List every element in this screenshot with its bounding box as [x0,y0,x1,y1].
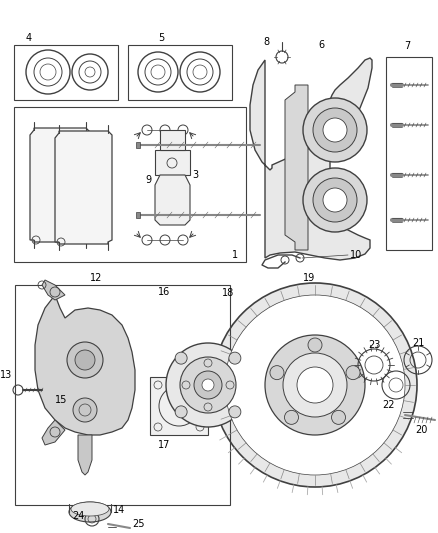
Text: 3: 3 [192,170,198,180]
Circle shape [180,357,236,413]
Circle shape [313,108,357,152]
Text: 22: 22 [382,400,395,410]
Polygon shape [250,58,372,260]
Text: 18: 18 [222,288,234,298]
Circle shape [270,366,284,379]
Bar [14,107,246,262]
Polygon shape [285,85,308,250]
Circle shape [194,371,222,399]
Polygon shape [30,128,90,242]
Bar [150,377,208,435]
Circle shape [166,343,250,427]
Polygon shape [155,175,190,225]
Circle shape [346,366,360,379]
Circle shape [283,353,347,417]
Circle shape [175,352,187,364]
Circle shape [323,118,347,142]
Bar [14,45,118,100]
Circle shape [303,98,367,162]
Text: 14: 14 [113,505,125,515]
Text: 24: 24 [72,511,85,521]
Text: 9: 9 [145,175,151,185]
Text: 15: 15 [55,395,67,405]
Text: 7: 7 [404,41,410,51]
Ellipse shape [69,502,111,522]
Polygon shape [136,142,140,148]
Polygon shape [55,131,112,244]
Circle shape [75,350,95,370]
Text: 17: 17 [158,440,170,450]
Text: 21: 21 [412,338,424,348]
Circle shape [175,406,187,418]
Text: 12: 12 [90,273,102,283]
Circle shape [323,188,347,212]
Circle shape [229,406,241,418]
Bar [316,204,334,218]
Polygon shape [78,435,92,475]
Text: 20: 20 [415,425,427,435]
Text: 5: 5 [158,33,164,43]
Circle shape [285,410,298,424]
Bar [155,150,190,175]
Polygon shape [35,295,135,435]
Text: 4: 4 [26,33,32,43]
Circle shape [297,367,333,403]
Circle shape [67,342,103,378]
Circle shape [313,178,357,222]
Circle shape [332,410,346,424]
Bar [128,45,232,100]
Text: 8: 8 [263,37,269,47]
Text: 1: 1 [232,250,238,260]
Polygon shape [160,130,185,150]
Bar [15,285,230,505]
Circle shape [265,335,365,435]
Text: 19: 19 [303,273,315,283]
Circle shape [303,168,367,232]
Text: 25: 25 [132,519,145,529]
Ellipse shape [71,502,109,516]
Circle shape [229,352,241,364]
Text: 13: 13 [0,370,12,380]
Text: 23: 23 [368,340,380,350]
Polygon shape [42,280,65,300]
Text: 16: 16 [158,287,170,297]
Polygon shape [42,420,65,445]
Circle shape [73,398,97,422]
Circle shape [225,295,405,475]
Bar [386,57,432,250]
Bar [316,134,334,148]
Circle shape [202,379,214,391]
Text: 6: 6 [318,40,324,50]
Circle shape [213,283,417,487]
Circle shape [308,338,322,352]
Polygon shape [136,212,140,218]
Text: 10: 10 [350,250,362,260]
